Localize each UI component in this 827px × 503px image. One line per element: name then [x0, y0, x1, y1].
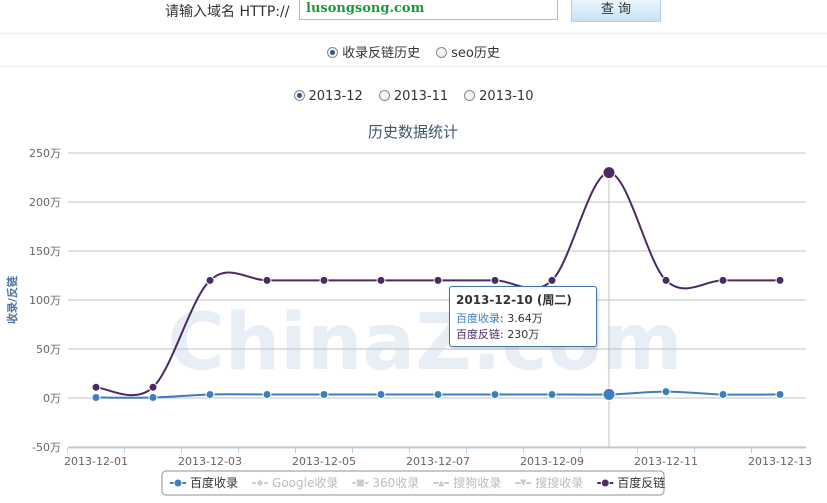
tooltip-name: 百度反链 — [456, 328, 507, 341]
radio-button[interactable] — [436, 47, 448, 58]
x-tick-label: 2013-12-01 — [64, 455, 128, 468]
y-tick-label: 150万 — [29, 245, 61, 258]
domain-input[interactable]: lusongsong.com — [299, 0, 558, 20]
marker — [91, 382, 101, 392]
marker — [775, 389, 785, 399]
legend-label[interactable]: 百度反链 — [617, 475, 665, 490]
marker — [376, 389, 386, 399]
marker — [355, 478, 365, 488]
radio-option[interactable]: 2013-10 — [464, 89, 533, 104]
tooltip-value: 3.64万 — [507, 312, 543, 325]
marker — [262, 389, 272, 399]
marker — [547, 389, 557, 399]
radio-option[interactable]: seo历史 — [436, 42, 500, 61]
marker — [775, 275, 785, 285]
marker — [319, 275, 329, 285]
marker — [718, 275, 728, 285]
radio-button[interactable] — [464, 90, 476, 101]
marker — [490, 389, 500, 399]
marker — [718, 389, 728, 399]
x-tick-label: 2013-12-13 — [748, 455, 812, 468]
radio-option[interactable]: 2013-11 — [378, 89, 449, 104]
radio-option[interactable]: 收录反链历史 — [327, 42, 420, 61]
series-line — [95, 171, 780, 397]
x-tick-label: 2013-12-07 — [406, 455, 470, 468]
radio-button[interactable] — [293, 90, 305, 101]
legend-label[interactable]: 搜狗收录 — [453, 475, 501, 490]
tooltip-value: 230万 — [507, 328, 540, 341]
tooltip-name: 百度收录 — [456, 312, 507, 325]
marker — [376, 275, 386, 285]
marker — [91, 393, 101, 403]
marker — [205, 389, 215, 399]
domain-label: 请输入域名 HTTP:// — [165, 4, 290, 20]
x-tick-label: 2013-12-05 — [292, 455, 356, 468]
marker — [205, 275, 215, 285]
marker — [661, 275, 671, 285]
month-row: 2013-12 2013-11 2013-10 — [0, 89, 827, 104]
legend-box — [161, 470, 665, 496]
marker — [436, 477, 447, 488]
y-tick-label: 50万 — [36, 343, 61, 356]
marker — [518, 478, 529, 489]
tooltip-title: 2013-12-10 (周二) — [456, 293, 572, 307]
radio-label[interactable]: 2013-11 — [393, 89, 449, 104]
tooltip-row: 百度收录3.64万 — [456, 310, 590, 326]
marker — [319, 389, 329, 399]
tooltip-row: 百度反链230万 — [456, 326, 590, 342]
separator — [0, 33, 827, 34]
marker — [661, 387, 671, 397]
watermark: ChinaZ.com — [168, 298, 683, 388]
x-tick-label: 2013-12-11 — [634, 455, 698, 468]
radio-button[interactable] — [327, 47, 339, 58]
marker — [602, 166, 616, 180]
separator — [0, 66, 827, 67]
radio-option[interactable]: 2013-12 — [293, 89, 363, 104]
marker — [148, 382, 158, 392]
marker — [490, 275, 500, 285]
query-button[interactable]: 查 询 — [571, 0, 661, 22]
legend-label[interactable]: 搜搜收录 — [535, 475, 583, 490]
y-tick-label: 0万 — [43, 392, 61, 405]
tab-row: 收录反链历史 seo历史 — [0, 42, 827, 61]
marker — [433, 275, 443, 285]
legend-label[interactable]: Google收录 — [272, 476, 338, 490]
radio-label[interactable]: 收录反链历史 — [342, 46, 421, 61]
radio-button[interactable] — [378, 90, 390, 101]
radio-label[interactable]: 2013-12 — [308, 89, 363, 104]
radio-label[interactable]: 2013-10 — [479, 89, 534, 104]
tooltip: 2013-12-10 (周二) 百度收录3.64万百度反链230万 — [449, 286, 597, 347]
y-tick-label: 200万 — [29, 196, 61, 209]
marker — [602, 387, 616, 401]
marker — [433, 389, 443, 399]
marker — [600, 478, 610, 488]
y-tick-label: 250万 — [29, 147, 61, 160]
y-axis-label: 收录/反链 — [5, 275, 19, 324]
marker — [255, 478, 265, 488]
marker — [262, 275, 272, 285]
y-tick-label: -50万 — [32, 441, 61, 454]
legend-label[interactable]: 360收录 — [372, 476, 419, 490]
x-tick-label: 2013-12-09 — [520, 455, 584, 468]
marker — [173, 478, 183, 488]
x-tick-label: 2013-12-03 — [178, 455, 242, 468]
y-tick-label: 100万 — [29, 294, 61, 307]
marker — [148, 393, 158, 403]
legend-label[interactable]: 百度收录 — [190, 475, 238, 490]
chart-title: 历史数据统计 — [368, 123, 458, 141]
marker — [547, 275, 557, 285]
radio-label[interactable]: seo历史 — [451, 46, 500, 61]
